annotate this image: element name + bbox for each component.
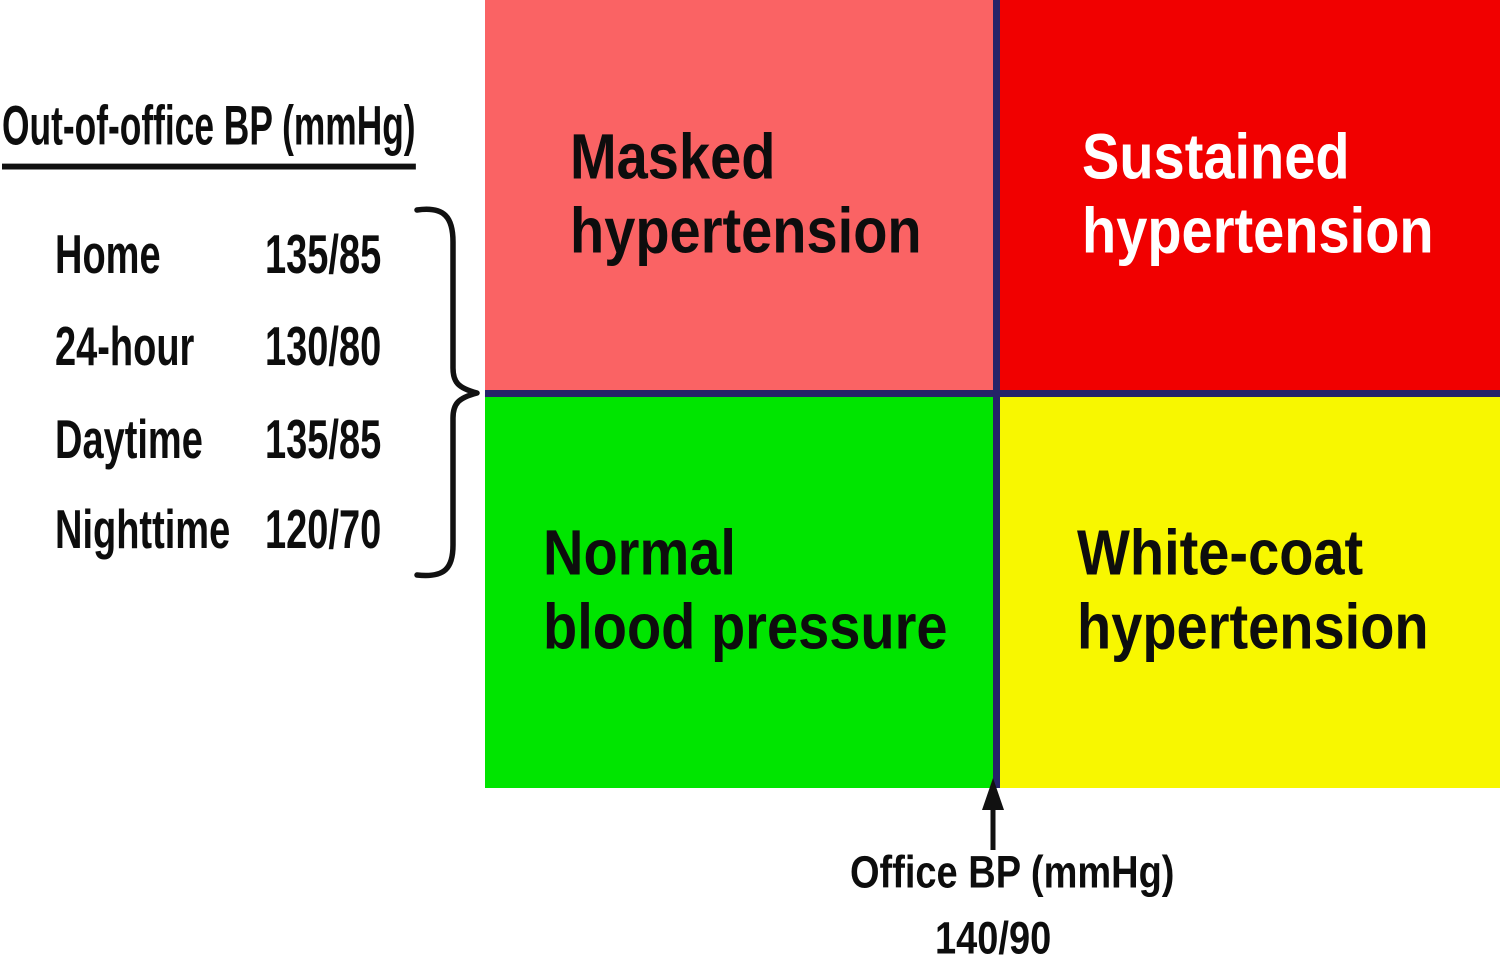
- bp-row-value: 130/80: [265, 317, 382, 378]
- out-of-office-heading: Out-of-office BP (mmHg): [2, 96, 416, 170]
- bp-row-24hour: 24-hour 130/80: [55, 317, 381, 379]
- bp-row-label: Home: [55, 225, 161, 286]
- quadrant-label: Masked hypertension: [570, 120, 922, 267]
- bp-row-nighttime: Nighttime 120/70: [55, 500, 381, 562]
- quadrant-normal-blood-pressure: Normal blood pressure: [485, 397, 993, 788]
- bp-row-value: 135/85: [265, 225, 382, 286]
- bp-row-value: 135/85: [265, 410, 382, 471]
- quadrant-white-coat-hypertension: White-coat hypertension: [1000, 397, 1500, 788]
- quadrant-sustained-hypertension: Sustained hypertension: [1000, 0, 1500, 390]
- bp-row-label: 24-hour: [55, 317, 195, 378]
- quadrant-label: White-coat hypertension: [1077, 516, 1429, 663]
- quadrant-masked-hypertension: Masked hypertension: [485, 0, 993, 390]
- bp-row-value: 120/70: [265, 500, 382, 561]
- bp-row-label: Daytime: [55, 410, 203, 471]
- brace-icon: [414, 206, 480, 579]
- up-arrow-icon: [982, 778, 1004, 850]
- office-bp-threshold: 140/90: [935, 914, 1052, 965]
- bp-row-home: Home 135/85: [55, 225, 381, 287]
- bp-row-daytime: Daytime 135/85: [55, 410, 381, 472]
- quadrant-label: Normal blood pressure: [543, 516, 948, 663]
- office-bp-label: Office BP (mmHg): [850, 848, 1175, 899]
- bp-quadrant-matrix: Masked hypertension Sustained hypertensi…: [485, 0, 1500, 788]
- quadrant-label: Sustained hypertension: [1082, 120, 1434, 267]
- bp-row-label: Nighttime: [55, 500, 231, 561]
